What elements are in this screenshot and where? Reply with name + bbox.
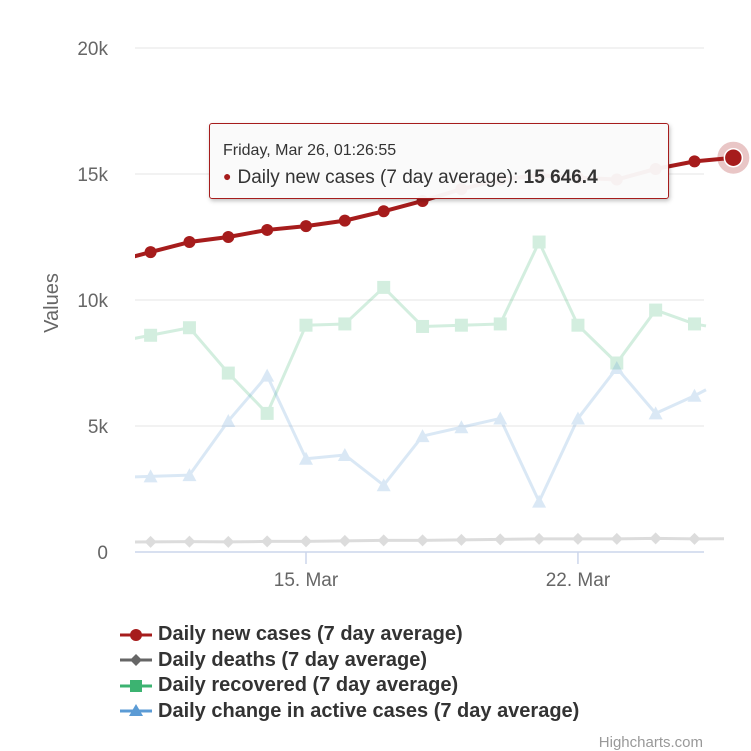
legend-label: Daily change in active cases (7 day aver…	[158, 699, 580, 722]
data-point[interactable]	[649, 303, 663, 317]
data-point[interactable]	[377, 280, 391, 294]
data-point[interactable]	[688, 155, 701, 168]
chart-legend: Daily new cases (7 day average) Daily dea…	[118, 622, 579, 724]
data-point[interactable]	[182, 321, 196, 335]
data-point[interactable]	[571, 532, 584, 545]
y-tick-label: 5k	[88, 417, 109, 438]
data-point[interactable]	[144, 246, 157, 259]
data-point[interactable]	[493, 411, 508, 425]
data-point[interactable]	[727, 533, 739, 545]
series-line[interactable]	[131, 536, 733, 544]
series-line[interactable]	[131, 366, 707, 504]
legend-label: Daily deaths (7 day average)	[158, 648, 428, 671]
triangle-marker-icon	[120, 704, 152, 717]
data-point[interactable]	[182, 468, 197, 482]
legend-item-0[interactable]: Daily new cases (7 day average)	[118, 622, 579, 648]
data-point[interactable]	[338, 534, 351, 547]
data-point[interactable]	[609, 361, 624, 375]
data-point[interactable]	[260, 406, 274, 420]
y-tick-label: 20k	[77, 39, 108, 60]
data-point[interactable]	[532, 235, 546, 249]
legend-label: Daily recovered (7 day average)	[158, 674, 459, 697]
legend-label: Daily new cases (7 day average)	[158, 623, 463, 646]
data-point[interactable]	[688, 317, 701, 331]
data-point[interactable]	[493, 317, 507, 331]
data-point[interactable]	[143, 469, 158, 483]
data-point[interactable]	[144, 535, 157, 548]
square-marker-icon	[120, 679, 152, 692]
chart-tooltip: Friday, Mar 26, 01:26:55 ● Daily new case…	[209, 123, 669, 199]
data-point[interactable]	[299, 318, 313, 332]
data-point[interactable]	[416, 534, 429, 547]
y-tick-label: 10k	[77, 291, 108, 312]
data-point[interactable]	[338, 214, 351, 227]
data-point[interactable]	[416, 319, 430, 333]
data-point[interactable]	[649, 532, 662, 545]
data-point[interactable]	[455, 533, 468, 546]
data-point[interactable]	[494, 533, 507, 546]
tooltip-body: ● Daily new cases (7 day average): 15 646…	[223, 167, 598, 189]
data-point[interactable]	[610, 532, 623, 545]
data-point[interactable]	[376, 478, 391, 492]
data-point[interactable]	[261, 223, 274, 236]
data-point[interactable]	[222, 535, 235, 548]
data-point[interactable]	[571, 318, 585, 332]
data-point[interactable]	[687, 388, 702, 402]
series-3[interactable]	[131, 361, 707, 508]
data-point[interactable]	[221, 366, 235, 380]
diamond-marker-icon	[120, 654, 152, 667]
data-point[interactable]	[415, 429, 430, 443]
y-gridlines: 0 5k 10k 15k 20k	[77, 39, 704, 564]
tooltip-series-dot-icon: ●	[223, 168, 232, 184]
data-point[interactable]	[183, 535, 196, 548]
line-chart: 0 5k 10k 15k 20k 15. Mar 22. Mar Values	[41, 39, 750, 591]
data-point[interactable]	[183, 236, 196, 249]
data-point[interactable]	[610, 356, 624, 370]
data-point[interactable]	[222, 231, 235, 243]
series-1[interactable]	[131, 532, 739, 548]
credits-link[interactable]: Highcharts.com	[598, 734, 703, 751]
data-point[interactable]	[377, 534, 390, 547]
data-point[interactable]	[377, 205, 390, 218]
legend-item-2[interactable]: Daily recovered (7 day average)	[118, 673, 579, 699]
y-tick-label: 15k	[77, 165, 108, 186]
x-tick-label: 22. Mar	[546, 570, 611, 591]
x-tick-label: 15. Mar	[274, 570, 339, 591]
series-layer[interactable]	[131, 141, 750, 548]
series-line[interactable]	[131, 240, 707, 415]
data-point[interactable]	[144, 328, 158, 342]
tooltip-value: 15 646.4	[523, 167, 598, 188]
data-point[interactable]	[648, 406, 663, 420]
circle-marker-icon	[120, 628, 152, 641]
data-point[interactable]	[570, 411, 585, 425]
y-axis-label: Values	[41, 273, 63, 333]
data-point[interactable]	[300, 220, 312, 233]
data-point[interactable]	[454, 318, 468, 332]
axes: 15. Mar 22. Mar	[135, 551, 704, 591]
legend-item-1[interactable]: Daily deaths (7 day average)	[118, 648, 579, 674]
data-point[interactable]	[723, 147, 744, 168]
data-point[interactable]	[261, 535, 274, 548]
data-point[interactable]	[300, 535, 312, 548]
data-point[interactable]	[688, 532, 701, 545]
tooltip-header: Friday, Mar 26, 01:26:55	[223, 142, 397, 159]
series-2[interactable]	[131, 235, 707, 420]
tooltip-separator: :	[513, 167, 524, 188]
y-tick-label: 0	[97, 543, 108, 564]
data-point[interactable]	[533, 532, 546, 545]
legend-item-3[interactable]: Daily change in active cases (7 day aver…	[118, 699, 579, 725]
data-point[interactable]	[337, 447, 352, 461]
data-point[interactable]	[454, 420, 469, 434]
data-point[interactable]	[260, 368, 275, 382]
data-point[interactable]	[221, 413, 236, 427]
tooltip-series-name: Daily new cases (7 day average)	[237, 167, 514, 188]
data-point[interactable]	[338, 317, 352, 331]
data-point[interactable]	[299, 451, 313, 465]
data-point[interactable]	[532, 494, 547, 508]
